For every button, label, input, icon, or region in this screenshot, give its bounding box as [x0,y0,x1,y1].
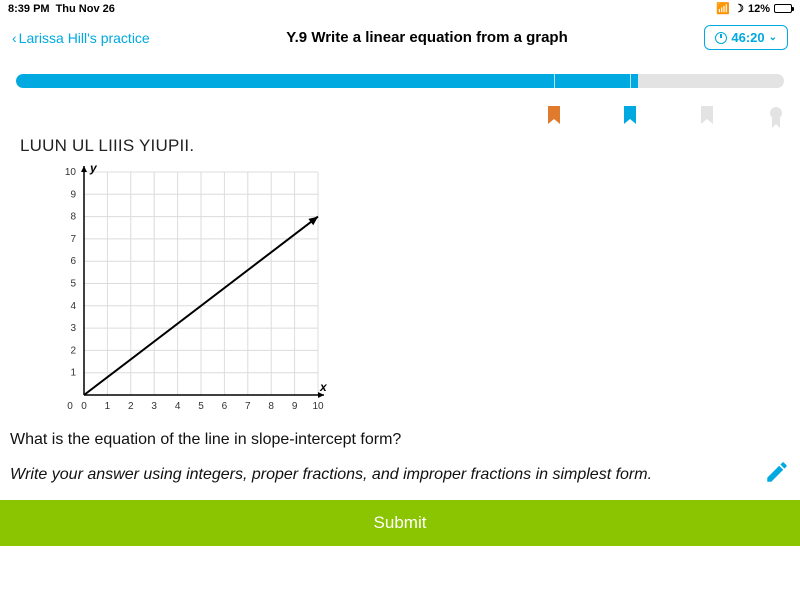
progress-bar [16,74,784,88]
submit-button[interactable]: Submit [0,500,800,546]
back-label: Larissa Hill's practice [19,30,150,46]
svg-text:2: 2 [70,345,76,356]
pencil-icon[interactable] [764,459,790,490]
svg-text:2: 2 [128,401,134,412]
svg-text:0: 0 [67,401,73,412]
svg-text:7: 7 [245,401,251,412]
svg-text:1: 1 [105,401,111,412]
status-time: 8:39 PM [8,3,50,15]
svg-text:3: 3 [151,401,157,412]
page-title: Y.9 Write a linear equation from a graph [150,29,705,46]
nav-row: ‹ Larissa Hill's practice Y.9 Write a li… [0,17,800,60]
back-button[interactable]: ‹ Larissa Hill's practice [12,30,150,46]
question-text: What is the equation of the line in slop… [10,431,790,449]
svg-text:6: 6 [70,256,76,267]
svg-text:x: x [319,380,328,394]
status-bar: 8:39 PM Thu Nov 26 📶 ☽ 12% [0,0,800,17]
clock-icon [715,32,727,44]
svg-text:8: 8 [268,401,274,412]
svg-text:10: 10 [65,167,77,178]
svg-text:0: 0 [81,401,87,412]
svg-text:3: 3 [70,323,76,334]
progress-fill [16,74,638,88]
svg-text:10: 10 [312,401,324,412]
wifi-icon: 📶 [716,2,730,15]
svg-text:5: 5 [70,279,76,290]
svg-text:1: 1 [70,368,76,379]
svg-text:9: 9 [70,189,76,200]
timer-button[interactable]: 46:20 ⌄ [704,25,788,50]
status-date: Thu Nov 26 [56,3,115,15]
svg-text:8: 8 [70,212,76,223]
instruction-text: Write your answer using integers, proper… [10,466,652,484]
svg-text:y: y [89,162,98,175]
svg-text:4: 4 [70,301,76,312]
svg-text:9: 9 [292,401,298,412]
svg-text:4: 4 [175,401,181,412]
chevron-down-icon: ⌄ [769,32,777,43]
progress-section: 81 [0,74,800,134]
ribbon-icon [701,106,713,128]
svg-text:6: 6 [222,401,228,412]
line-chart: 0 1 2 3 4 5 6 7 8 9 10 1 2 3 4 5 6 7 8 9 10 0 x y [50,162,330,417]
moon-icon: ☽ [734,2,744,15]
chart-container: 0 1 2 3 4 5 6 7 8 9 10 1 2 3 4 5 6 7 8 9 10 0 x y [50,162,790,417]
svg-text:5: 5 [198,401,204,412]
prompt-cutoff-text: LUUN UL LIIIS YIUPII. [20,136,790,156]
ribbon-icon [770,106,782,128]
ribbon-icon [548,106,560,128]
battery-icon [774,4,792,13]
timer-text: 46:20 [731,30,764,45]
battery-pct: 12% [748,3,770,15]
content-area: LUUN UL LIIIS YIUPII. 0 1 2 3 4 5 6 7 8 9 10 1 2 3 4 5 6… [0,136,800,490]
chevron-left-icon: ‹ [12,30,17,46]
ribbon-icon [624,106,636,128]
svg-text:7: 7 [70,234,76,245]
